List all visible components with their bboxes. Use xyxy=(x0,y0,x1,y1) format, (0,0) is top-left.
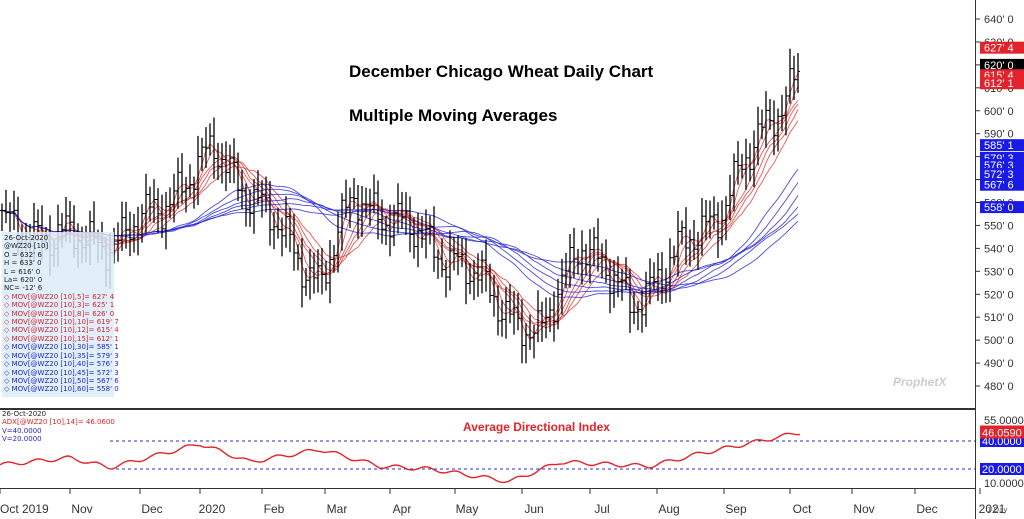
panel-divider xyxy=(0,408,975,410)
adx-info-value: ADX[@WZ20 [10],14]= 46.0600 xyxy=(2,418,115,427)
info-low: L = 616' 0 xyxy=(4,267,41,276)
price-label-text: 585' 1 xyxy=(984,140,1014,152)
time-tick-label: Oct 2019 xyxy=(0,502,49,516)
adx-title: Average Directional Index xyxy=(463,420,610,434)
moving-average-legend-item: ◇ MOV[@WZ20 [10],10]= 619' 7 xyxy=(4,318,119,327)
info-symbol: @WZ20 [10] xyxy=(4,242,49,251)
time-tick-label: May xyxy=(456,502,479,516)
price-label-text: 627' 4 xyxy=(984,43,1014,55)
time-tick-label: Apr xyxy=(393,502,412,516)
price-info-box: 26-Oct-2020 @WZ20 [10] O = 632' 6 H = 63… xyxy=(2,232,119,397)
adx-reference-label: 40.0000 xyxy=(982,436,1022,448)
chart-title: December Chicago Wheat Daily Chart xyxy=(349,62,654,81)
adx-tick-label: 55.0000 xyxy=(984,415,1024,427)
price-label-text: 567' 6 xyxy=(984,180,1014,192)
price-tick-label: 540' 0 xyxy=(984,243,1014,255)
time-tick-label: Nov xyxy=(853,502,874,516)
adx-last-value: 46.0590 xyxy=(982,428,1022,440)
price-label-text: 572' 3 xyxy=(984,169,1014,181)
time-tick-label: Mar xyxy=(327,502,348,516)
moving-average-legend-item: ◇ MOV[@WZ20 [10],50]= 567' 6 xyxy=(4,376,119,385)
adx-reference-label-box xyxy=(980,463,1024,475)
info-open: O = 632' 6 xyxy=(4,250,42,259)
time-tick-label: Feb xyxy=(264,502,285,516)
moving-average-line xyxy=(1,168,799,298)
moving-average-legend-item: ◇ MOV[@WZ20 [10],30]= 585' 1 xyxy=(4,343,119,352)
time-tick-label: 2021 xyxy=(979,502,1006,516)
info-net-change: NC= -12' 6 xyxy=(4,284,43,293)
time-tick-label: Nov xyxy=(71,502,92,516)
moving-average-legend-item: ◇ MOV[@WZ20 [10],15]= 612' 1 xyxy=(4,334,119,343)
adx-info-v40: V=40.0000 xyxy=(2,426,42,435)
adx-info-date: 26-Oct-2020 xyxy=(2,410,47,418)
price-label-box xyxy=(980,41,1024,54)
moving-average-list: ◇ MOV[@WZ20 [10],5]= 627' 4 ◇ MOV[@WZ20 [… xyxy=(4,292,119,394)
moving-average-legend-item: ◇ MOV[@WZ20 [10],12]= 615' 4 xyxy=(4,326,119,335)
info-last: La= 620' 0 xyxy=(4,276,43,285)
price-label-box xyxy=(980,58,1024,71)
price-label-box xyxy=(980,178,1024,191)
price-label-text: 612' 1 xyxy=(984,78,1014,90)
moving-average-legend-item: ◇ MOV[@WZ20 [10],45]= 572' 3 xyxy=(4,368,119,377)
price-label-text: 620' 0 xyxy=(984,60,1014,72)
moving-average-line xyxy=(1,208,799,287)
prophetx-watermark: ProphetX xyxy=(893,375,947,389)
price-tick-label: 590' 0 xyxy=(984,129,1014,141)
period-label: 1 Day xyxy=(987,506,1008,514)
price-label-box xyxy=(980,168,1024,181)
price-tick-label: 520' 0 xyxy=(984,289,1014,301)
moving-average-legend-item: ◇ MOV[@WZ20 [10],3]= 625' 1 xyxy=(4,301,115,310)
price-label-box xyxy=(980,139,1024,152)
price-tick-label: 490' 0 xyxy=(984,358,1014,370)
price-tick-label: 510' 0 xyxy=(984,312,1014,324)
adx-last-value-box xyxy=(980,425,1024,439)
chart-subtitle: Multiple Moving Averages xyxy=(349,106,558,125)
price-tick-label: 500' 0 xyxy=(984,335,1014,347)
y-axis-line xyxy=(975,0,976,519)
adx-line xyxy=(0,432,800,484)
price-panel xyxy=(0,48,800,364)
adx-info-box: 26-Oct-2020 ADX[@WZ20 [10],14]= 46.0600 … xyxy=(2,410,115,444)
info-date: 26-Oct-2020 xyxy=(4,234,49,242)
time-tick-label: Oct xyxy=(793,502,812,516)
x-axis-line xyxy=(0,488,975,489)
time-tick-label: Sep xyxy=(725,502,747,516)
moving-average-line xyxy=(1,103,799,326)
price-label-box xyxy=(980,201,1024,214)
adx-panel xyxy=(0,432,975,484)
adx-tick-label: 10.0000 xyxy=(984,478,1024,490)
price-tick-label: 600' 0 xyxy=(984,106,1014,118)
price-label-box xyxy=(980,77,1024,90)
adx-reference-label: 20.0000 xyxy=(982,464,1022,476)
time-tick-label: Dec xyxy=(141,502,162,516)
moving-average-legend-item: ◇ MOV[@WZ20 [10],60]= 558' 0 xyxy=(4,385,119,394)
info-high: H = 633' 0 xyxy=(4,259,42,268)
price-tick-label: 480' 0 xyxy=(984,381,1014,393)
price-label-text: 558' 0 xyxy=(984,202,1014,214)
time-tick-label: Jun xyxy=(524,502,543,516)
time-tick-label: Jul xyxy=(594,502,609,516)
time-tick-label: 2020 xyxy=(199,502,226,516)
price-tick-label: 530' 0 xyxy=(984,266,1014,278)
time-tick-label: Aug xyxy=(658,502,679,516)
price-label-box xyxy=(980,158,1024,171)
price-tick-label: 640' 0 xyxy=(984,14,1014,26)
moving-average-line xyxy=(1,120,799,322)
moving-average-legend-item: ◇ MOV[@WZ20 [10],5]= 627' 4 xyxy=(4,292,115,301)
moving-average-legend-item: ◇ MOV[@WZ20 [10],8]= 626' 0 xyxy=(4,309,115,318)
adx-info-v20: V=20.0000 xyxy=(2,435,42,444)
price-tick-label: 550' 0 xyxy=(984,220,1014,232)
moving-average-legend-item: ◇ MOV[@WZ20 [10],35]= 579' 3 xyxy=(4,351,119,360)
time-tick-label: Dec xyxy=(916,502,937,516)
moving-average-legend-item: ◇ MOV[@WZ20 [10],40]= 576' 3 xyxy=(4,360,119,369)
